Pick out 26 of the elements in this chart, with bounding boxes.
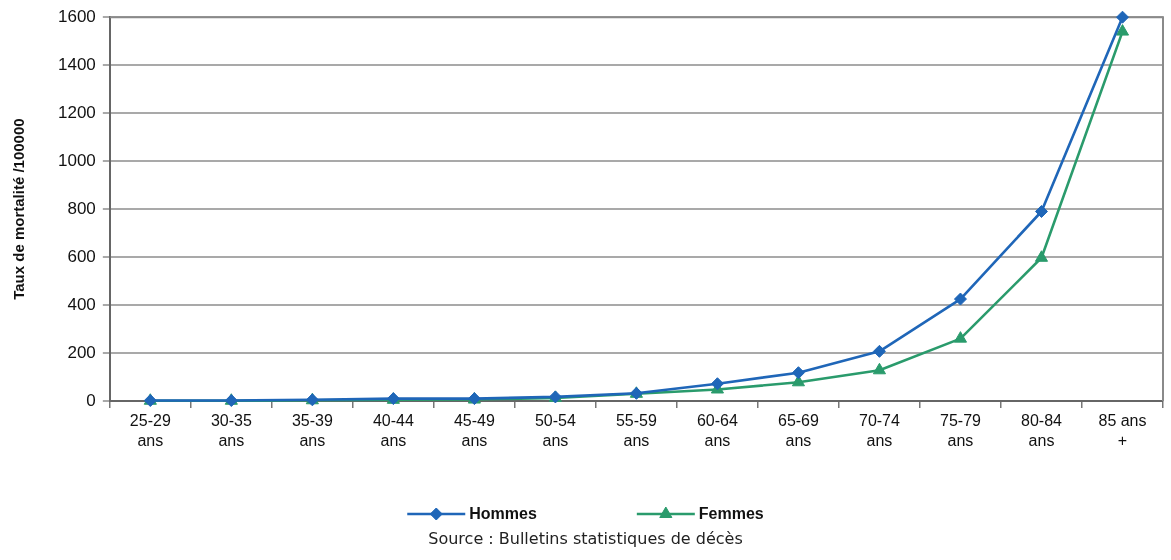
source-note: Source : Bulletins statistiques de décès bbox=[427, 529, 744, 549]
x-tick-label: 40-44 ans bbox=[372, 412, 414, 450]
y-axis-title: Taux de mortalité /100000 bbox=[10, 118, 28, 300]
y-tick-label: 0 bbox=[86, 390, 96, 410]
y-tick-label: 400 bbox=[67, 294, 96, 314]
y-tick-label: 1400 bbox=[57, 54, 96, 74]
y-tick-label: 600 bbox=[67, 246, 96, 266]
x-tick-label: 50-54 ans bbox=[534, 412, 576, 450]
x-tick-label: 25-29 ans bbox=[129, 412, 171, 450]
x-tick-label: 70-74 ans bbox=[858, 412, 901, 450]
y-tick-label: 1200 bbox=[57, 102, 96, 122]
x-tick-label: 60-64 ans bbox=[696, 412, 738, 450]
y-tick-label: 1000 bbox=[57, 150, 96, 170]
y-tick-label: 800 bbox=[67, 198, 96, 218]
y-tick-label: 200 bbox=[67, 342, 96, 362]
y-tick-label: 1600 bbox=[57, 6, 96, 26]
legend-label: Hommes bbox=[469, 505, 537, 523]
x-tick-label: 30-35 ans bbox=[210, 412, 252, 450]
x-tick-label: 75-79 ans bbox=[940, 412, 982, 450]
x-tick-label: 45-49 ans bbox=[453, 412, 495, 450]
x-tick-label: 80-84 ans bbox=[1021, 412, 1063, 450]
x-tick-label: 65-69 ans bbox=[777, 412, 819, 450]
legend-label: Femmes bbox=[698, 505, 764, 523]
x-tick-label: 85 ans + bbox=[1098, 412, 1147, 450]
x-tick-label: 35-39 ans bbox=[291, 412, 333, 450]
x-tick-label: 55-59 ans bbox=[615, 412, 657, 450]
